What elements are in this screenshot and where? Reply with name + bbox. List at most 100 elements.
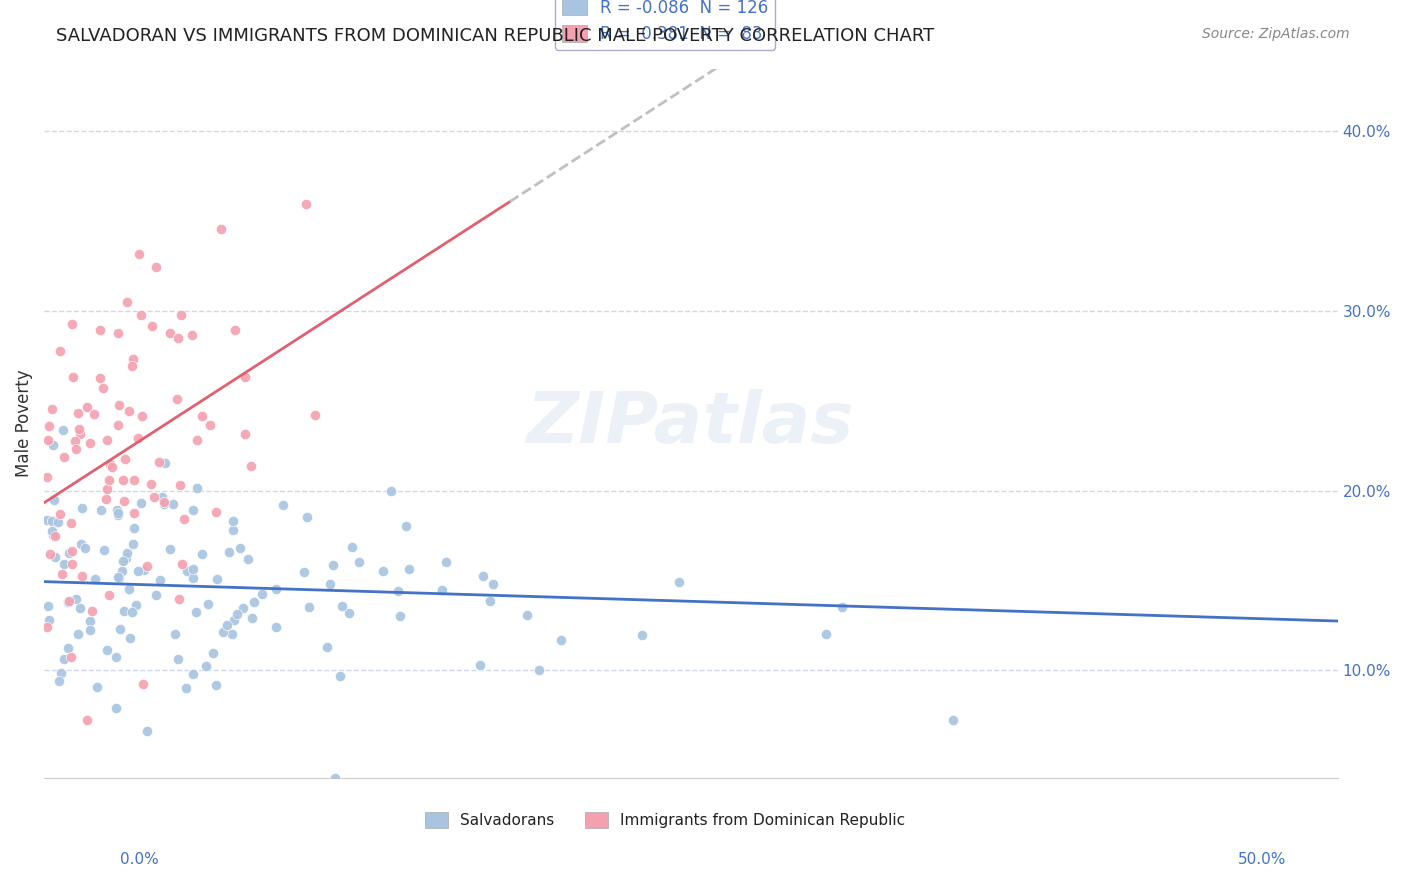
Point [211, 624, 233, 639]
Point [482, 576, 505, 591]
Point [124, 598, 146, 612]
Point [37, 433, 59, 447]
Point [112, 473, 135, 487]
Point [70, 536, 93, 550]
Point [398, 562, 420, 576]
Point [56, 640, 79, 655]
Point [66, 406, 89, 420]
Point [121, 605, 143, 619]
Point [153, 497, 176, 511]
Point [124, 474, 146, 488]
Text: Source: ZipAtlas.com: Source: ZipAtlas.com [1202, 27, 1350, 41]
Point [127, 564, 149, 578]
Text: 0.0%: 0.0% [120, 852, 159, 867]
Point [172, 557, 194, 571]
Point [53, 652, 76, 666]
Point [51, 666, 73, 681]
Point [60, 558, 83, 572]
Point [115, 546, 138, 560]
Point [432, 582, 454, 597]
Point [174, 681, 197, 695]
Point [942, 713, 965, 727]
Point [139, 477, 162, 491]
Point [205, 505, 228, 519]
Point [204, 678, 226, 692]
Point [118, 404, 141, 418]
Point [83, 407, 105, 421]
Point [111, 564, 134, 578]
Point [41, 438, 63, 452]
Point [371, 564, 394, 578]
Point [201, 646, 224, 660]
Point [205, 572, 228, 586]
Point [38, 419, 60, 434]
Point [118, 631, 141, 645]
Point [141, 319, 163, 334]
Point [48, 674, 70, 689]
Point [94, 491, 117, 506]
Point [315, 640, 337, 654]
Point [330, 599, 353, 614]
Point [76, 713, 98, 727]
Point [79, 623, 101, 637]
Point [198, 417, 221, 432]
Point [60, 544, 83, 558]
Point [66, 627, 89, 641]
Point [93, 380, 115, 394]
Point [218, 545, 240, 559]
Point [149, 573, 172, 587]
Point [131, 409, 153, 424]
Point [39, 548, 62, 562]
Point [62, 370, 84, 384]
Point [197, 597, 219, 611]
Point [222, 514, 245, 528]
Point [107, 399, 129, 413]
Point [240, 611, 263, 625]
Point [96, 643, 118, 657]
Point [209, 221, 232, 235]
Point [72, 569, 94, 583]
Point [93, 543, 115, 558]
Point [136, 558, 159, 573]
Point [96, 482, 118, 496]
Point [58, 546, 80, 560]
Point [184, 605, 207, 619]
Point [153, 456, 176, 470]
Point [105, 503, 128, 517]
Point [295, 197, 318, 211]
Point [65, 434, 87, 448]
Point [48, 343, 70, 358]
Point [49, 507, 72, 521]
Point [122, 351, 145, 366]
Point [630, 628, 652, 642]
Point [229, 541, 252, 556]
Point [159, 326, 181, 340]
Point [108, 622, 131, 636]
Point [516, 608, 538, 623]
Point [380, 483, 402, 498]
Point [273, 498, 295, 512]
Point [51, 566, 73, 581]
Point [389, 609, 412, 624]
Point [62, 317, 84, 331]
Point [304, 408, 326, 422]
Point [104, 700, 127, 714]
Point [112, 604, 135, 618]
Point [118, 582, 141, 596]
Point [69, 427, 91, 442]
Point [129, 309, 152, 323]
Point [239, 458, 262, 473]
Point [86, 680, 108, 694]
Point [112, 494, 135, 508]
Point [97, 474, 120, 488]
Point [236, 552, 259, 566]
Point [150, 490, 173, 504]
Point [176, 564, 198, 578]
Point [233, 370, 256, 384]
Point [65, 442, 87, 456]
Point [143, 490, 166, 504]
Point [668, 575, 690, 590]
Point [44, 549, 66, 564]
Point [170, 308, 193, 322]
Point [186, 481, 208, 495]
